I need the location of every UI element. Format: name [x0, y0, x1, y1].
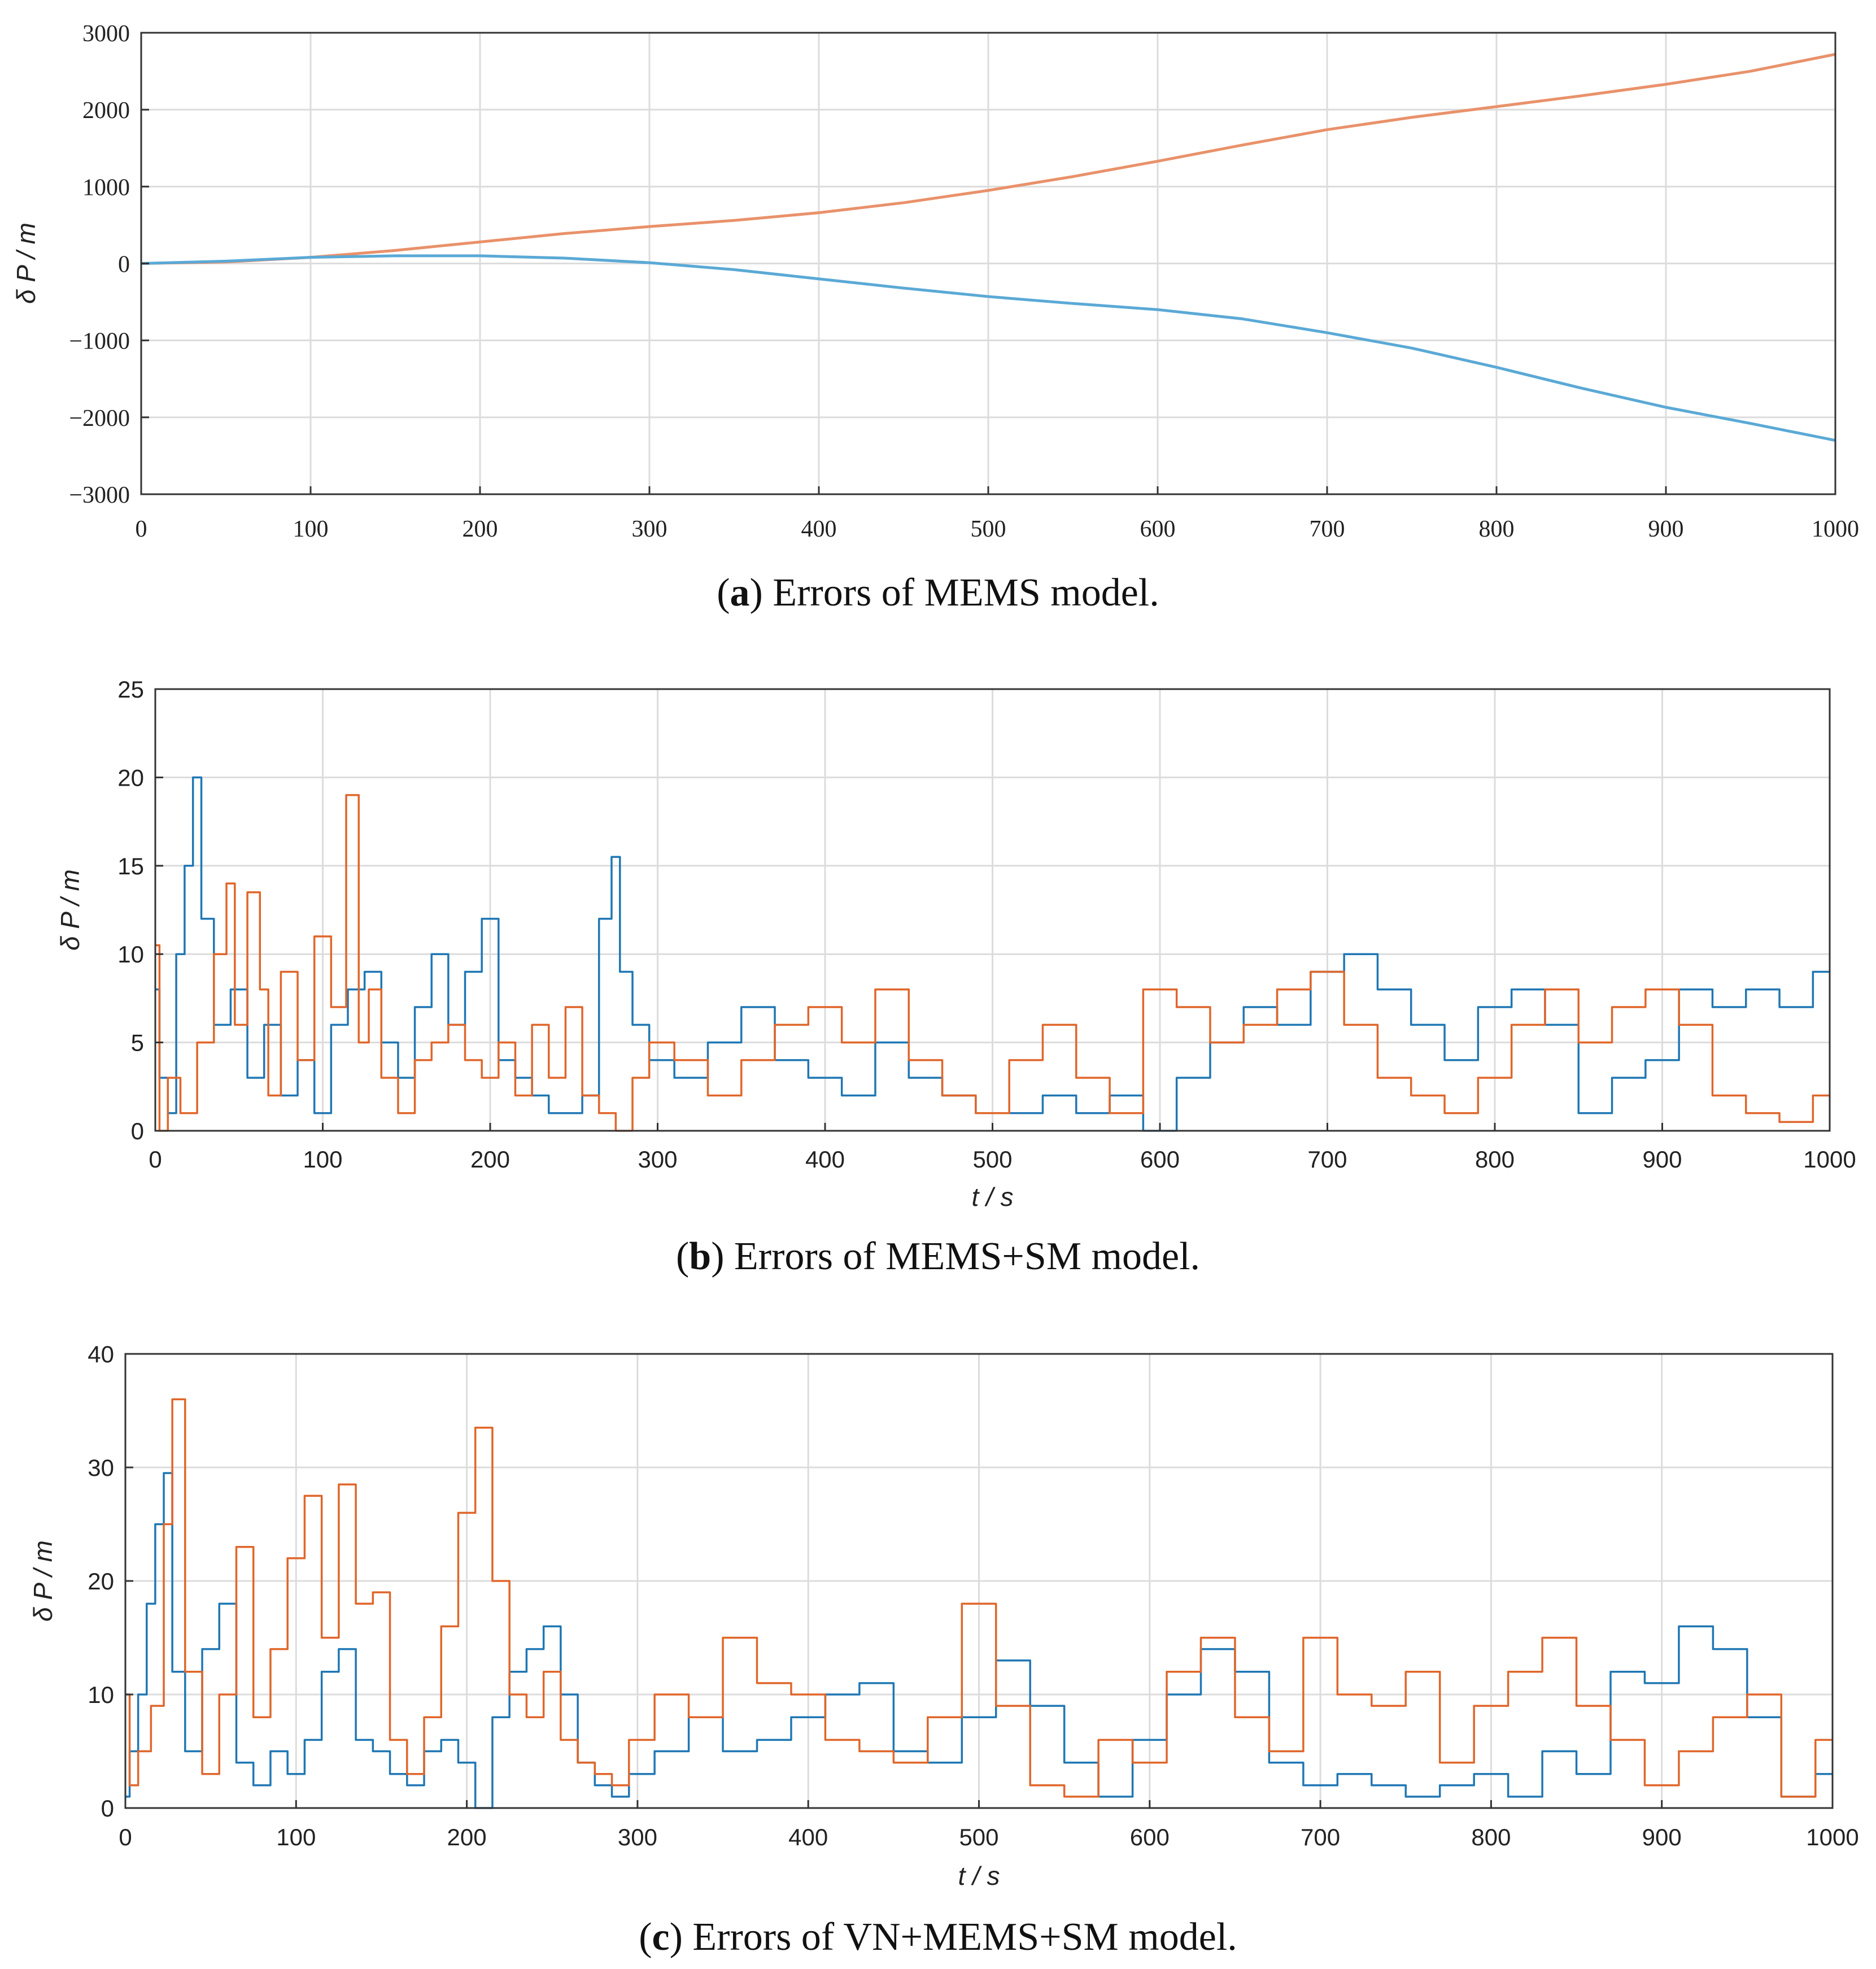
y-tick-label: 0: [101, 1795, 114, 1822]
x-tick-label: 400: [788, 1824, 828, 1850]
caption-b-text: Errors of MEMS+SM model.: [724, 1235, 1201, 1278]
y-axis-label: δ P / m: [55, 869, 85, 951]
y-tick-label: 40: [88, 1341, 114, 1367]
chart-a: 0 100 200 300 400 500 600 700 800 900 1000 −3000 −20…: [11, 21, 1859, 542]
x-tick-label: 800: [1475, 1146, 1515, 1173]
x-tick-label: 700: [1307, 1146, 1347, 1173]
x-tick-label: 0: [119, 1824, 132, 1850]
y-tick-label: 10: [88, 1682, 114, 1708]
chart-c: 0 100 200 300 400 500 600 700 800 900 1000 0 10 20 30 4…: [28, 1341, 1859, 1890]
caption-c-letter: c: [652, 1915, 670, 1959]
series-line-orange: [155, 794, 1830, 1132]
panel-c: 0 100 200 300 400 500 600 700 800 900 1000 0 10 20 30 4…: [0, 1327, 1876, 1969]
series-line-blue: [125, 1472, 1833, 1809]
x-tick-label: 500: [959, 1824, 998, 1850]
y-tick-label: −2000: [69, 406, 130, 432]
y-tick-label: 30: [88, 1454, 114, 1481]
series-line-orange: [125, 1398, 1833, 1798]
chart-b: 0 100 200 300 400 500 600 700 800 900 1000 0 5 10 15 20…: [55, 676, 1856, 1212]
y-tick-label: 5: [131, 1030, 144, 1056]
y-tick-label: 1000: [82, 175, 130, 201]
y-tick-label: 20: [117, 764, 144, 791]
x-tick-label: 200: [470, 1146, 510, 1173]
x-tick-label: 400: [805, 1146, 845, 1173]
caption-c: (c) Errors of VN+MEMS+SM model.: [639, 1915, 1237, 1959]
series-line-blue: [141, 254, 1836, 442]
x-tick-label: 300: [618, 1824, 657, 1850]
x-tick-label: 200: [447, 1824, 487, 1850]
y-axis-label: δ P / m: [28, 1540, 58, 1622]
x-tick-label: 1000: [1806, 1824, 1858, 1850]
panel-a: 0 100 200 300 400 500 600 700 800 900 1000 −3000 −20…: [0, 0, 1876, 638]
y-tick-label: 25: [117, 676, 144, 703]
x-tick-label: 300: [632, 516, 667, 542]
caption-a: (a) Errors of MEMS model.: [717, 571, 1159, 615]
x-tick-label: 900: [1648, 516, 1684, 542]
caption-a-text: Errors of MEMS model.: [762, 571, 1159, 615]
caption-a-letter: a: [730, 571, 750, 615]
x-tick-label: 900: [1642, 1146, 1682, 1173]
x-tick-label: 100: [303, 1146, 342, 1173]
x-tick-label: 300: [638, 1146, 677, 1173]
series-line-orange: [141, 53, 1836, 265]
series-line-blue: [155, 776, 1830, 1132]
x-tick-label: 100: [276, 1824, 316, 1850]
y-tick-label: 15: [117, 853, 144, 879]
x-tick-label: 100: [293, 516, 329, 542]
x-tick-label: 200: [463, 516, 498, 542]
x-tick-label: 1000: [1812, 516, 1859, 542]
x-tick-label: 900: [1642, 1824, 1682, 1850]
y-tick-label: −1000: [69, 329, 130, 355]
x-tick-label: 800: [1471, 1824, 1511, 1850]
y-tick-label: 2000: [82, 98, 130, 124]
caption-c-text: Errors of VN+MEMS+SM model.: [682, 1915, 1237, 1959]
x-tick-label: 700: [1310, 516, 1345, 542]
x-tick-label: 500: [971, 516, 1006, 542]
panel-b: 0 100 200 300 400 500 600 700 800 900 1000 0 5 10 15 20…: [0, 661, 1876, 1310]
y-tick-label: 20: [88, 1568, 114, 1595]
caption-b-letter: b: [689, 1235, 712, 1278]
y-tick-label: 0: [131, 1118, 144, 1144]
x-tick-label: 0: [149, 1146, 162, 1173]
x-tick-label: 600: [1140, 1146, 1180, 1173]
y-tick-label: 3000: [82, 21, 130, 47]
x-axis-label: t / s: [971, 1182, 1013, 1212]
x-tick-label: 500: [972, 1146, 1012, 1173]
y-axis-label: δ P / m: [11, 223, 41, 304]
x-axis-label: t / s: [958, 1861, 1000, 1890]
caption-b: (b) Errors of MEMS+SM model.: [675, 1235, 1201, 1278]
x-tick-label: 700: [1301, 1824, 1340, 1850]
y-tick-label: 0: [118, 252, 130, 278]
x-tick-label: 1000: [1803, 1146, 1856, 1173]
x-tick-label: 400: [801, 516, 837, 542]
x-tick-label: 800: [1479, 516, 1515, 542]
x-tick-label: 600: [1140, 516, 1176, 542]
y-tick-label: 10: [117, 941, 144, 968]
x-tick-label: 600: [1130, 1824, 1170, 1850]
y-tick-label: −3000: [69, 482, 130, 508]
x-tick-label: 0: [136, 516, 147, 542]
